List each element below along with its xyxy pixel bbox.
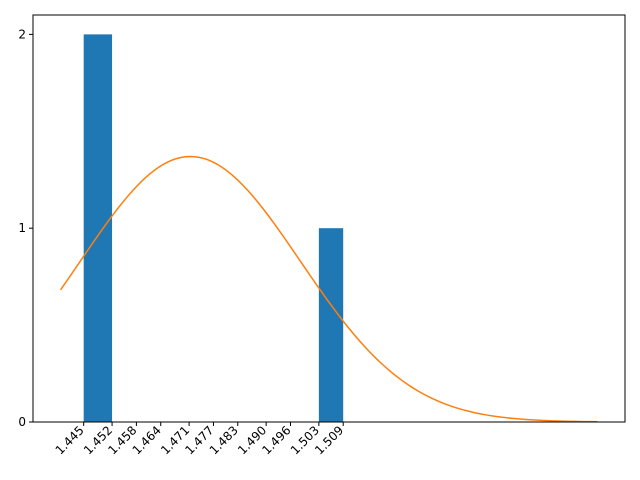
curve-layer: [59, 155, 598, 423]
x-tick-label: 1.483: [207, 423, 241, 457]
bars-layer: [83, 34, 344, 422]
histogram-bar: [83, 34, 113, 422]
y-tick-label: 1: [18, 221, 26, 235]
plot-frame: [32, 14, 626, 423]
fit-curve-line: [59, 155, 598, 423]
x-tick-label: 1.496: [259, 423, 293, 457]
y-tick-label: 0: [18, 415, 26, 429]
y-axis: 0 1 2: [18, 27, 33, 429]
x-tick-label: 1.445: [53, 423, 87, 457]
x-axis: 1.4451.4521.4581.4641.4711.4771.4831.490…: [53, 422, 346, 457]
x-tick-label: 1.509: [312, 423, 346, 457]
x-tick-label: 1.464: [130, 423, 164, 457]
histogram-bar: [318, 228, 344, 422]
y-tick-label: 2: [18, 27, 26, 41]
